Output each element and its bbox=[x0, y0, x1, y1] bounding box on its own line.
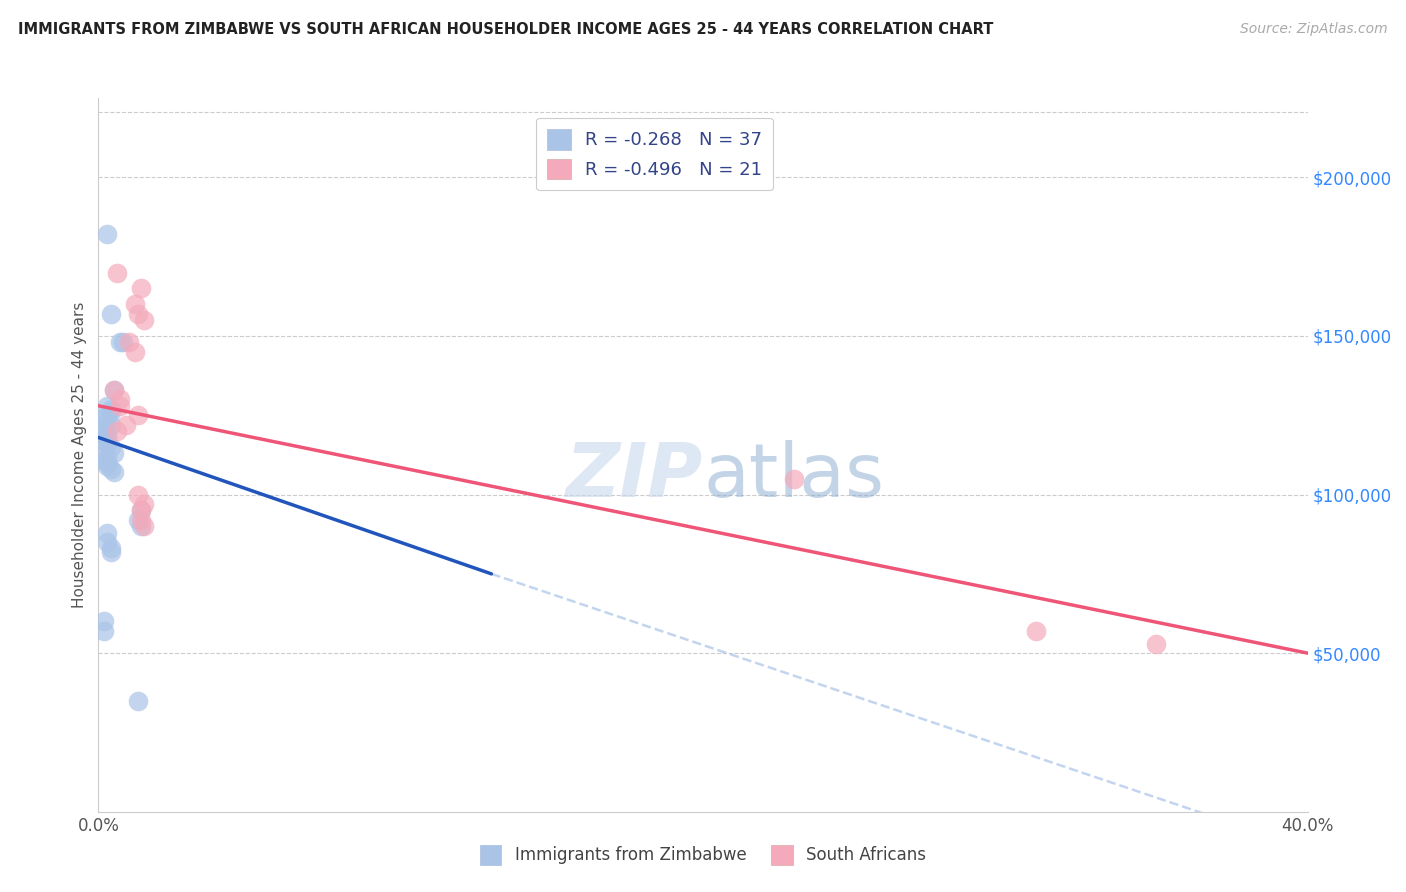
Point bbox=[124, 344, 146, 359]
Point bbox=[129, 513, 152, 527]
Point bbox=[103, 466, 125, 480]
Point bbox=[129, 503, 152, 517]
Point bbox=[105, 266, 128, 280]
Text: ZIP: ZIP bbox=[565, 440, 703, 513]
Point bbox=[127, 409, 149, 423]
Point bbox=[93, 452, 115, 467]
Point bbox=[96, 456, 118, 470]
Point bbox=[96, 458, 118, 473]
Point bbox=[108, 392, 131, 407]
Text: Source: ZipAtlas.com: Source: ZipAtlas.com bbox=[1240, 22, 1388, 37]
Point bbox=[129, 281, 152, 295]
Point bbox=[93, 434, 115, 448]
Text: atlas: atlas bbox=[703, 440, 884, 513]
Point bbox=[96, 227, 118, 242]
Point bbox=[127, 694, 149, 708]
Point bbox=[127, 307, 149, 321]
Point bbox=[127, 513, 149, 527]
Point bbox=[132, 313, 155, 327]
Text: IMMIGRANTS FROM ZIMBABWE VS SOUTH AFRICAN HOUSEHOLDER INCOME AGES 25 - 44 YEARS : IMMIGRANTS FROM ZIMBABWE VS SOUTH AFRICA… bbox=[18, 22, 994, 37]
Point bbox=[129, 503, 152, 517]
Point bbox=[100, 544, 122, 558]
Point bbox=[1144, 637, 1167, 651]
Point bbox=[96, 409, 118, 423]
Y-axis label: Householder Income Ages 25 - 44 years: Householder Income Ages 25 - 44 years bbox=[72, 301, 87, 608]
Point bbox=[108, 335, 131, 350]
Point bbox=[103, 446, 125, 460]
Point bbox=[96, 525, 118, 540]
Point bbox=[111, 335, 134, 350]
Point bbox=[783, 472, 806, 486]
Point bbox=[127, 487, 149, 501]
Point bbox=[93, 443, 115, 458]
Point bbox=[93, 615, 115, 629]
Point bbox=[96, 430, 118, 444]
Point bbox=[132, 497, 155, 511]
Point bbox=[96, 450, 118, 464]
Point bbox=[114, 417, 136, 432]
Point bbox=[96, 415, 118, 429]
Point bbox=[129, 519, 152, 533]
Point bbox=[100, 405, 122, 419]
Point bbox=[100, 417, 122, 432]
Point bbox=[93, 421, 115, 435]
Point bbox=[1024, 624, 1046, 638]
Point bbox=[96, 399, 118, 413]
Point bbox=[93, 427, 115, 442]
Point bbox=[100, 307, 122, 321]
Point bbox=[105, 424, 128, 438]
Point bbox=[96, 424, 118, 438]
Legend: Immigrants from Zimbabwe, South Africans: Immigrants from Zimbabwe, South Africans bbox=[472, 838, 934, 871]
Point bbox=[103, 383, 125, 397]
Point bbox=[124, 297, 146, 311]
Point bbox=[132, 519, 155, 533]
Point bbox=[100, 401, 122, 416]
Point bbox=[100, 440, 122, 454]
Point bbox=[100, 541, 122, 556]
Point bbox=[93, 624, 115, 638]
Point bbox=[108, 399, 131, 413]
Point bbox=[103, 383, 125, 397]
Point bbox=[96, 437, 118, 451]
Point bbox=[96, 535, 118, 549]
Point bbox=[100, 462, 122, 476]
Point bbox=[118, 335, 141, 350]
Point bbox=[93, 411, 115, 425]
